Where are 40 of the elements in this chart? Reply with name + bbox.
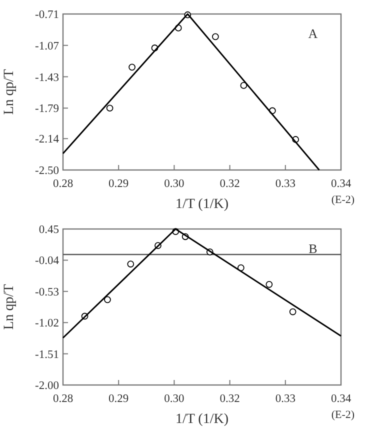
y-tick-label: -1.43 bbox=[35, 72, 60, 84]
point bbox=[106, 104, 114, 112]
x-tick-label: 0.29 bbox=[108, 178, 129, 190]
x-tick-label: 0.30 bbox=[164, 178, 185, 190]
x-tick-label: 0.32 bbox=[220, 178, 240, 190]
point bbox=[104, 296, 111, 304]
text: (E-2) bbox=[331, 194, 355, 206]
x-tick-label: 0.28 bbox=[52, 393, 74, 405]
y-tick-label: -1.07 bbox=[35, 40, 60, 52]
y-tick-label: -1.79 bbox=[35, 103, 60, 116]
x-tick-label: 0.34 bbox=[330, 393, 352, 405]
point bbox=[128, 64, 136, 71]
y-tick-label: -0.71 bbox=[35, 9, 60, 22]
x-tick-label: 0.34 bbox=[330, 178, 352, 190]
text: (E-2) bbox=[331, 409, 355, 421]
point bbox=[127, 260, 134, 268]
x-tick-label: 0.28 bbox=[52, 178, 74, 190]
x-tick-label: 0.30 bbox=[164, 393, 185, 405]
y-tick-label: -2.14 bbox=[35, 134, 60, 146]
point bbox=[266, 280, 273, 288]
x-tick-label: 0.33 bbox=[275, 393, 296, 405]
y-axis-title: Ln qp/T bbox=[2, 284, 17, 330]
x-axis-title: 1/T (1/K) bbox=[175, 197, 229, 212]
y-tick-label: -2.50 bbox=[35, 165, 60, 178]
x-axis-title: 1/T (1/K) bbox=[175, 412, 229, 427]
x-tick-label: 0.29 bbox=[108, 393, 129, 405]
point bbox=[289, 308, 296, 316]
point bbox=[240, 82, 248, 89]
y-tick-label: -2.00 bbox=[35, 380, 60, 392]
y-tick-label: -0.04 bbox=[35, 255, 60, 268]
annotation: B bbox=[308, 241, 318, 256]
y-tick-label: -1.51 bbox=[35, 348, 60, 361]
point bbox=[212, 33, 219, 40]
y-tick-label: 0.45 bbox=[38, 224, 60, 236]
annotation: A bbox=[308, 26, 318, 41]
x-tick-label: 0.33 bbox=[275, 178, 296, 190]
y-axis-title: Ln qp/T bbox=[2, 68, 17, 115]
y-tick-label: -1.02 bbox=[35, 318, 60, 330]
y-tick-label: -0.53 bbox=[35, 286, 60, 298]
x-tick-label: 0.32 bbox=[220, 393, 240, 405]
